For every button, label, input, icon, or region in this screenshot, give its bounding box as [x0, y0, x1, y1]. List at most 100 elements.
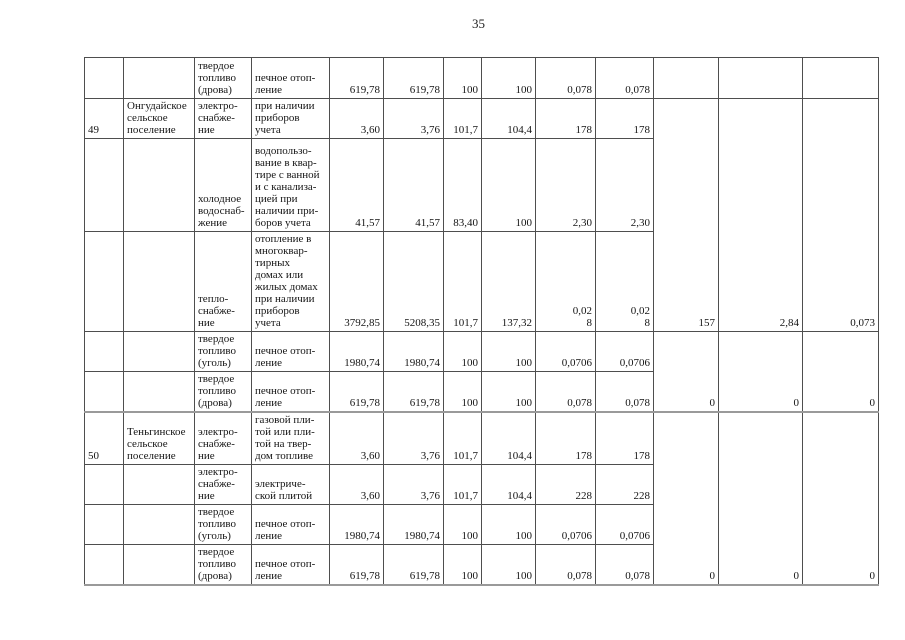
cell-service-type: электро- снабже- ние — [194, 98, 252, 139]
cell-tariff-2: 619,78 — [383, 371, 444, 413]
cell-tariff-2: 1980,74 — [383, 331, 444, 372]
cell-tariff-2: 619,78 — [383, 544, 444, 586]
cell-tariff-1: 619,78 — [329, 371, 384, 413]
cell-percent-2: 100 — [481, 504, 536, 545]
cell-percent-1: 100 — [443, 331, 482, 372]
cell-norm-2: 0,0706 — [595, 331, 654, 372]
cell-norm-2: 228 — [595, 464, 654, 505]
cell-norm-2: 0,078 — [595, 544, 654, 586]
cell-percent-1: 100 — [443, 544, 482, 586]
cell-percent-1: 101,7 — [443, 411, 482, 465]
cell-row-number — [84, 504, 124, 545]
cell-description: печное отоп- ление — [251, 331, 330, 372]
cell-settlement — [123, 504, 195, 545]
cell-norm-2: 0,078 — [595, 57, 654, 99]
cell-tariff-2: 619,78 — [383, 57, 444, 99]
cell-row-number — [84, 544, 124, 586]
cell-tariff-1: 3,60 — [329, 98, 384, 139]
cell-norm-1: 178 — [535, 98, 596, 139]
cell-tariff-2: 41,57 — [383, 138, 444, 232]
cell-settlement: Онгудайское сельское поселение — [123, 98, 195, 139]
cell-description: газовой пли- той или пли- той на твер- д… — [251, 411, 330, 465]
cell-tariff-2: 3,76 — [383, 464, 444, 505]
cell-tariff-2: 3,76 — [383, 411, 444, 465]
cell-norm-1: 0,0706 — [535, 331, 596, 372]
cell-percent-2: 100 — [481, 138, 536, 232]
cell-tariff-1: 3,60 — [329, 464, 384, 505]
cell-description: печное отоп- ление — [251, 57, 330, 99]
cell-tariff-1: 619,78 — [329, 57, 384, 99]
cell-service-type: твердое топливо (дрова) — [194, 371, 252, 413]
cell-norm-1: 0,078 — [535, 371, 596, 413]
cell-extra-2 — [718, 57, 803, 99]
cell-settlement — [123, 57, 195, 99]
cell-norm-2: 0,0706 — [595, 504, 654, 545]
cell-settlement — [123, 138, 195, 232]
cell-percent-2: 100 — [481, 331, 536, 372]
cell-service-type: твердое топливо (уголь) — [194, 504, 252, 545]
cell-settlement — [123, 544, 195, 586]
cell-service-type: тепло- снабже- ние — [194, 231, 252, 332]
cell-row-number — [84, 464, 124, 505]
cell-description: печное отоп- ление — [251, 504, 330, 545]
cell-row-number — [84, 371, 124, 413]
cell-settlement — [123, 464, 195, 505]
table-row: твердое топливо (уголь) печное отоп- лен… — [84, 331, 879, 413]
cell-extra-3 — [802, 57, 879, 99]
table-row: твердое топливо (дрова) печное отоп- лен… — [84, 371, 879, 413]
cell-service-type: твердое топливо (дрова) — [194, 544, 252, 586]
cell-extra-1: 157 — [653, 98, 719, 332]
table-row: твердое топливо (дрова) печное отоп- лен… — [84, 57, 879, 99]
cell-row-number — [84, 331, 124, 372]
cell-norm-1: 2,30 — [535, 138, 596, 232]
cell-tariff-2: 5208,35 — [383, 231, 444, 332]
cell-extra-2: 0 — [718, 331, 803, 413]
cell-settlement — [123, 371, 195, 413]
cell-percent-1: 101,7 — [443, 464, 482, 505]
cell-percent-2: 104,4 — [481, 98, 536, 139]
cell-norm-1: 0,078 — [535, 544, 596, 586]
cell-percent-1: 101,7 — [443, 231, 482, 332]
cell-extra-1: 0 — [653, 331, 719, 413]
cell-description: при наличии приборов учета — [251, 98, 330, 139]
cell-percent-2: 100 — [481, 57, 536, 99]
cell-row-number: 49 — [84, 98, 124, 139]
cell-extra-1: 0 — [653, 411, 719, 586]
cell-tariff-2: 1980,74 — [383, 504, 444, 545]
cell-norm-2: 0,078 — [595, 371, 654, 413]
cell-norm-2: 178 — [595, 98, 654, 139]
cell-percent-1: 83,40 — [443, 138, 482, 232]
cell-norm-2: 2,30 — [595, 138, 654, 232]
cell-norm-1: 228 — [535, 464, 596, 505]
cell-tariff-1: 41,57 — [329, 138, 384, 232]
table-row: тепло- снабже- ние отопление в многоквар… — [84, 231, 879, 332]
cell-tariff-1: 1980,74 — [329, 331, 384, 372]
cell-percent-2: 100 — [481, 544, 536, 586]
table-row: 49 Онгудайское сельское поселение электр… — [84, 98, 879, 332]
table-row: твердое топливо (дрова) печное отоп- лен… — [84, 544, 879, 586]
cell-norm-1: 0,02 8 — [535, 231, 596, 332]
cell-row-number — [84, 57, 124, 99]
cell-settlement — [123, 331, 195, 372]
cell-percent-2: 100 — [481, 371, 536, 413]
cell-extra-3: 0,073 — [802, 98, 879, 332]
cell-description: печное отоп- ление — [251, 371, 330, 413]
cell-norm-1: 0,078 — [535, 57, 596, 99]
cell-percent-2: 104,4 — [481, 411, 536, 465]
cell-norm-1: 0,0706 — [535, 504, 596, 545]
cell-tariff-1: 3,60 — [329, 411, 384, 465]
cell-tariff-1: 619,78 — [329, 544, 384, 586]
cell-norm-1: 178 — [535, 411, 596, 465]
cell-settlement — [123, 231, 195, 332]
cell-percent-1: 100 — [443, 57, 482, 99]
cell-extra-3: 0 — [802, 411, 879, 586]
cell-row-number — [84, 231, 124, 332]
cell-percent-1: 100 — [443, 371, 482, 413]
cell-service-type: холодное водоснаб- жение — [194, 138, 252, 232]
cell-extra-2: 2,84 — [718, 98, 803, 332]
cell-tariff-1: 1980,74 — [329, 504, 384, 545]
cell-extra-3: 0 — [802, 331, 879, 413]
cell-service-type: твердое топливо (уголь) — [194, 331, 252, 372]
cell-description: печное отоп- ление — [251, 544, 330, 586]
page-number: 35 — [472, 16, 485, 31]
